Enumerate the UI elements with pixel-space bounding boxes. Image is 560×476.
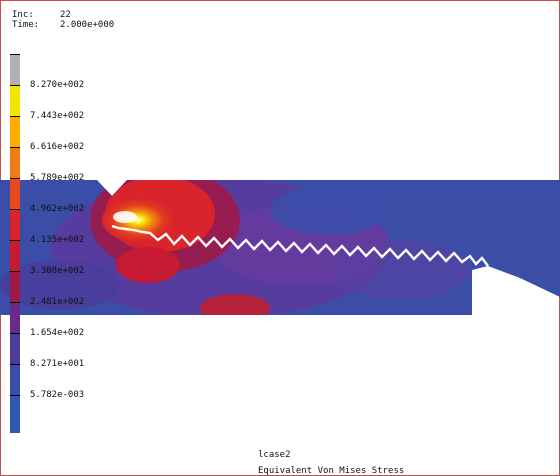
legend-color-7 [10, 240, 20, 272]
result-title: Equivalent Von Mises Stress [258, 466, 405, 476]
legend-value-10: 8.271e+001 [30, 359, 85, 369]
legend-color-2 [10, 85, 20, 117]
stress-color-legend [10, 54, 20, 433]
legend-tick [12, 395, 20, 396]
legend-tick [12, 116, 20, 117]
increment-value: 22 [60, 10, 71, 20]
legend-color-9 [10, 302, 20, 334]
legend-color-8 [10, 271, 20, 303]
legend-tick [12, 333, 20, 334]
legend-color-11 [10, 364, 20, 396]
legend-value-5: 4.962e+002 [30, 204, 85, 214]
legend-color-5 [10, 178, 20, 210]
legend-tick [12, 85, 20, 86]
legend-tick [12, 209, 20, 210]
legend-tick [12, 147, 20, 148]
legend-tick [12, 302, 20, 303]
legend-value-2: 7.443e+002 [30, 111, 85, 121]
legend-color-12 [10, 395, 20, 433]
legend-tick [12, 364, 20, 365]
legend-color-3 [10, 116, 20, 148]
legend-color-1 [10, 54, 20, 86]
legend-color-6 [10, 209, 20, 241]
legend-color-4 [10, 147, 20, 179]
legend-tick [12, 271, 20, 272]
legend-value-8: 2.481e+002 [30, 297, 85, 307]
legend-value-7: 3.308e+002 [30, 266, 85, 276]
legend-tick [12, 178, 20, 179]
crack-path [111, 224, 489, 267]
legend-value-1: 8.270e+002 [30, 80, 85, 90]
legend-value-6: 4.135e+002 [30, 235, 85, 245]
time-value: 2.000e+000 [60, 20, 115, 30]
time-label: Time: [12, 20, 40, 30]
increment-label: Inc: [12, 10, 34, 20]
legend-color-10 [10, 333, 20, 365]
legend-value-3: 6.616e+002 [30, 142, 85, 152]
legend-value-9: 1.654e+002 [30, 328, 85, 338]
load-case-name: lcase2 [258, 450, 291, 460]
legend-value-11: 5.782e-003 [30, 390, 85, 400]
legend-tick [12, 240, 20, 241]
legend-value-4: 5.789e+002 [30, 173, 85, 183]
